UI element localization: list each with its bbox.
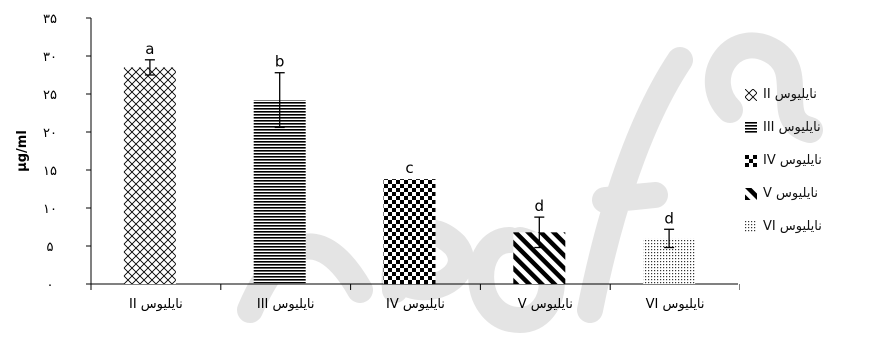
x-tick-label: نایلیوس VI — [646, 297, 705, 312]
legend-label: نایلیوس VI — [763, 219, 822, 234]
crosshatch-icon — [745, 88, 757, 101]
plot-area: ۰ ۵ ۱۰ ۱۵ ۲۰ ۲۵ ۳۰ ۳۵ μg/ml a نایلیوس II b نایلیوس I… — [15, 12, 740, 312]
y-tick-label: ۰ — [47, 278, 54, 293]
diagonal-lines-icon — [745, 187, 757, 200]
y-tick-label: ۲۰ — [43, 126, 57, 141]
x-tick-label: نایلیوس II — [129, 297, 183, 312]
legend-label: نایلیوس V — [763, 186, 819, 201]
legend-item: نایلیوس II — [745, 78, 885, 111]
significance-label: b — [275, 53, 285, 71]
y-tick-label: ۱۵ — [43, 164, 57, 179]
legend-item: نایلیوس IV — [745, 144, 885, 177]
legend-label: نایلیوس III — [763, 120, 821, 135]
significance-label: d — [535, 197, 545, 215]
y-tick-label: ۲۵ — [43, 88, 57, 103]
legend-item: نایلیوس V — [745, 177, 885, 210]
bar — [383, 179, 436, 284]
legend-item: نایلیوس III — [745, 111, 885, 144]
bar-chart: ۰ ۵ ۱۰ ۱۵ ۲۰ ۲۵ ۳۰ ۳۵ μg/ml a نایلیوس II b نایلیوس I… — [15, 12, 740, 312]
dots-icon — [745, 220, 757, 233]
significance-label: a — [145, 40, 154, 58]
horizontal-lines-icon — [745, 121, 757, 134]
checker-icon — [745, 154, 757, 167]
legend-label: نایلیوس II — [763, 87, 817, 102]
y-axis-label: μg/ml — [15, 130, 30, 172]
legend-item: نایلیوس VI — [745, 210, 885, 243]
x-tick-label: نایلیوس V — [518, 297, 573, 312]
legend-label: نایلیوس IV — [763, 153, 822, 168]
significance-label: d — [664, 209, 674, 227]
y-tick-label: ۵ — [47, 240, 54, 255]
significance-label: c — [405, 159, 413, 177]
y-tick-label: ۱۰ — [43, 202, 57, 217]
legend: نایلیوس II نایلیوس III نایلیوس IV نایلیوس V… — [745, 78, 885, 243]
bar — [253, 100, 306, 284]
y-tick-label: ۳۵ — [43, 12, 57, 27]
y-tick-label: ۳۰ — [43, 50, 57, 65]
x-tick-label: نایلیوس IV — [386, 297, 445, 312]
x-tick-label: نایلیوس III — [257, 297, 315, 312]
bar — [123, 67, 176, 285]
